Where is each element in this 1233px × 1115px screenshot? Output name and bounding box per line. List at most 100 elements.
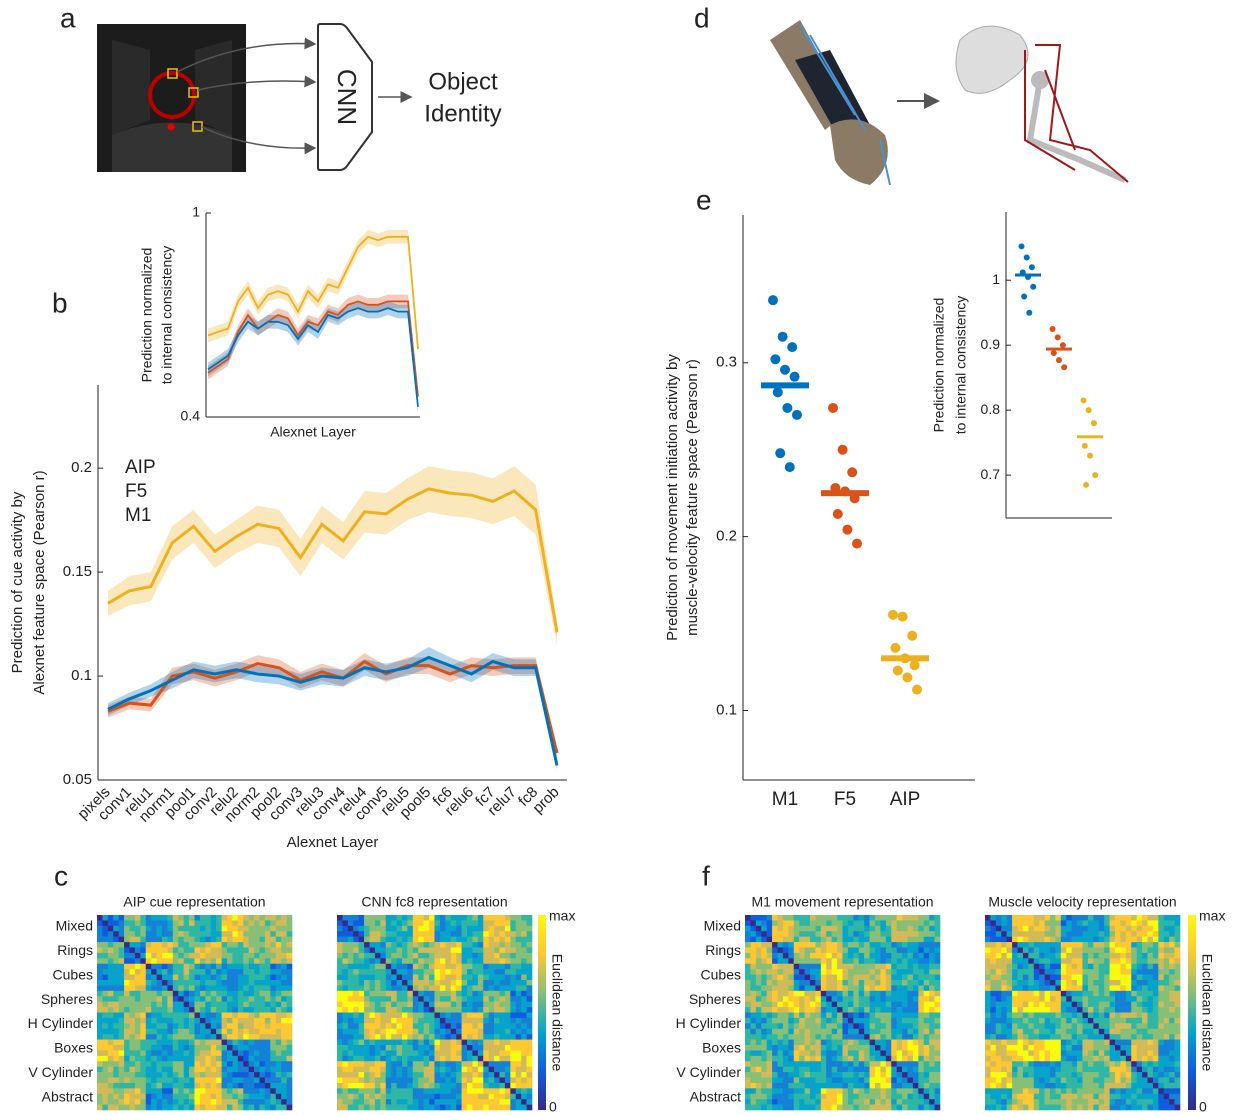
- heatmap-cell: [1088, 964, 1094, 970]
- heatmap-cell: [1137, 1007, 1143, 1013]
- heatmap-cell: [451, 1056, 457, 1062]
- heatmap-cell: [397, 948, 403, 954]
- heatmap-cell: [227, 1029, 233, 1035]
- heatmap-cell: [270, 1040, 276, 1046]
- heatmap-cell: [1104, 975, 1110, 981]
- heatmap-cell: [238, 1094, 244, 1100]
- heatmap-cell: [875, 991, 881, 997]
- heatmap-cell: [157, 1018, 163, 1024]
- heatmap-cell: [429, 969, 435, 975]
- heatmap-cell: [113, 1094, 119, 1100]
- heatmap-cell: [990, 948, 996, 954]
- heatmap-cell: [1055, 942, 1061, 948]
- heatmap-cell: [146, 1013, 152, 1019]
- heatmap-cell: [527, 1067, 533, 1073]
- heatmap-cell: [238, 1067, 244, 1073]
- heatmap-cell: [990, 1050, 996, 1056]
- heatmap-cell: [880, 1050, 886, 1056]
- heatmap-cell: [794, 985, 800, 991]
- heatmap-cell: [276, 975, 282, 981]
- heatmap-cell: [996, 1023, 1002, 1029]
- heatmap-cell: [1050, 931, 1056, 937]
- heatmap-cell: [886, 1094, 892, 1100]
- heatmap-cell: [429, 991, 435, 997]
- heatmap-cell: [837, 1099, 843, 1105]
- heatmap-cell: [1066, 991, 1072, 997]
- heatmap-cell: [119, 920, 125, 926]
- heatmap-cell: [1001, 1040, 1007, 1046]
- heatmap-cell: [478, 915, 484, 921]
- heatmap-cell: [249, 969, 255, 975]
- heatmap-cell: [880, 1029, 886, 1035]
- heatmap-cell: [510, 975, 516, 981]
- heatmap-cell: [189, 953, 195, 959]
- heatmap-cell: [391, 958, 397, 964]
- heatmap-cell: [429, 1045, 435, 1051]
- heatmap-cell: [815, 1007, 821, 1013]
- heatmap-cell: [337, 931, 343, 937]
- heatmap-cell: [1169, 942, 1175, 948]
- heatmap-cell: [418, 953, 424, 959]
- heatmap-cell: [348, 953, 354, 959]
- heatmap-cell: [140, 1002, 146, 1008]
- heatmap-cell: [1012, 915, 1018, 921]
- heatmap-cell: [494, 969, 500, 975]
- heatmap-cell: [391, 1013, 397, 1019]
- heatmap-cell: [843, 975, 849, 981]
- heatmap-cell: [516, 953, 522, 959]
- heatmap-cell: [189, 1072, 195, 1078]
- heatmap-cell: [1099, 920, 1105, 926]
- heatmap-cell: [287, 1061, 293, 1067]
- heatmap-cell: [799, 1072, 805, 1078]
- heatmap-cell: [1088, 926, 1094, 932]
- heatmap-cell: [287, 969, 293, 975]
- heatmap-cell: [875, 969, 881, 975]
- heatmap-cell: [510, 1105, 516, 1111]
- heatmap-cell: [837, 1061, 843, 1067]
- heatmap-cell: [260, 980, 266, 986]
- heatmap-cell: [1158, 958, 1164, 964]
- heatmap-cell: [494, 1105, 500, 1111]
- heatmap-cell: [337, 1023, 343, 1029]
- heatmap-cell: [211, 1029, 217, 1035]
- heatmap-cell: [1120, 937, 1126, 943]
- heatmap-cell: [348, 1067, 354, 1073]
- heatmap-cell: [429, 937, 435, 943]
- heatmap-cell: [794, 915, 800, 921]
- heatmap-cell: [472, 1088, 478, 1094]
- heatmap-cell: [418, 1007, 424, 1013]
- heatmap-cell: [281, 1061, 287, 1067]
- heatmap-cell: [918, 926, 924, 932]
- heatmap-cell: [756, 1045, 762, 1051]
- heatmap-cell: [521, 1078, 527, 1084]
- heatmap-cell: [859, 996, 865, 1002]
- heatmap-cell: [189, 1029, 195, 1035]
- heatmap-cell: [429, 1007, 435, 1013]
- heatmap-cell: [843, 1072, 849, 1078]
- heatmap-cell: [1137, 1034, 1143, 1040]
- heatmap-cell: [521, 1034, 527, 1040]
- heatmap-cell: [750, 942, 756, 948]
- heatmap-cell: [478, 1007, 484, 1013]
- heatmap-cell: [1050, 985, 1056, 991]
- heatmap-cell: [1110, 958, 1116, 964]
- data-point: [773, 387, 783, 397]
- heatmap-cell: [783, 1099, 789, 1105]
- heatmap-cell: [864, 991, 870, 997]
- heatmap-cell: [1083, 1034, 1089, 1040]
- heatmap-cell: [788, 937, 794, 943]
- heatmap-cell: [843, 1099, 849, 1105]
- heatmap-cell: [1050, 1007, 1056, 1013]
- heatmap-cell: [451, 948, 457, 954]
- heatmap-cell: [1115, 1002, 1121, 1008]
- heatmap-cell: [222, 1083, 228, 1089]
- heatmap-cell: [413, 1094, 419, 1100]
- heatmap-cell: [391, 996, 397, 1002]
- heatmap-cell: [1023, 942, 1029, 948]
- heatmap-cell: [276, 1013, 282, 1019]
- heatmap-cell: [254, 1072, 260, 1078]
- heatmap-cell: [276, 991, 282, 997]
- heatmap-cell: [254, 958, 260, 964]
- heatmap-cell: [810, 1067, 816, 1073]
- heatmap-cell: [1142, 931, 1148, 937]
